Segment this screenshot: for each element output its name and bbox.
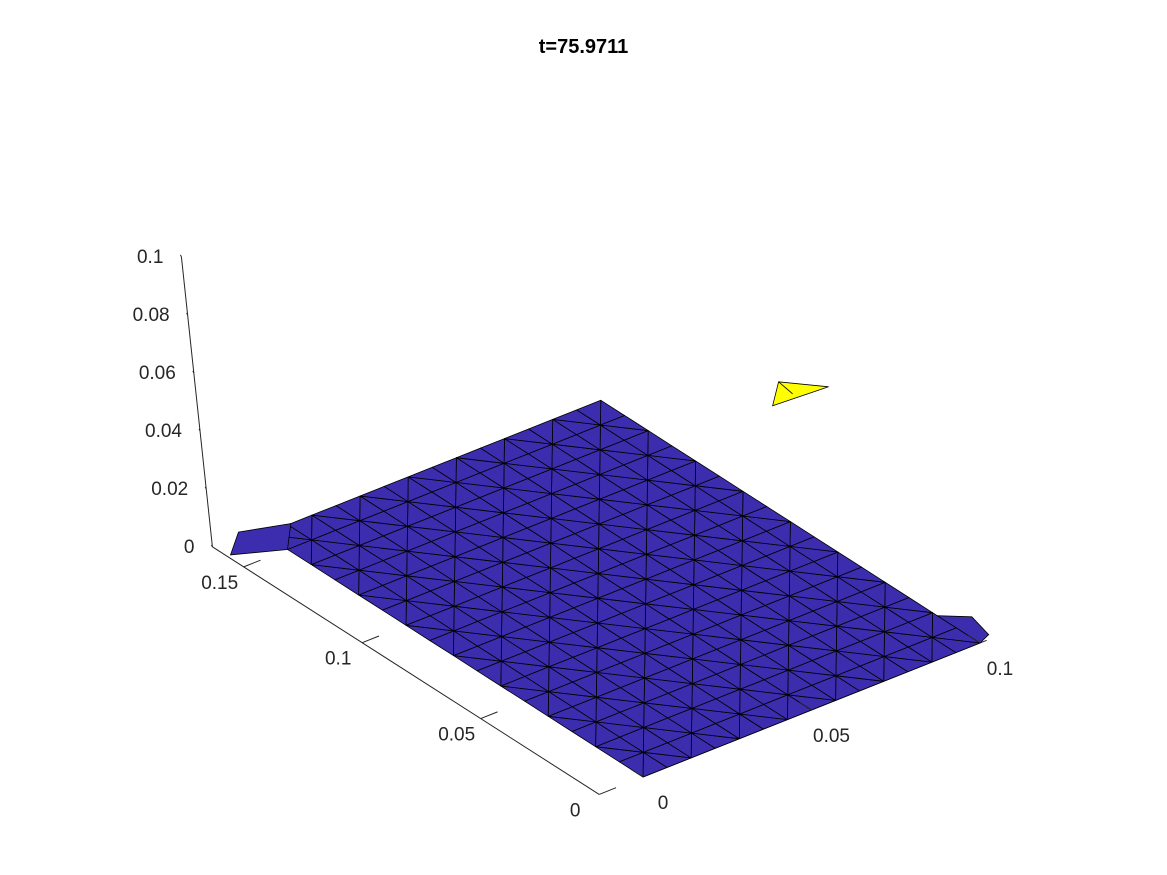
- z-tick-label: 0.02: [151, 479, 188, 500]
- x-tick-label: 0.05: [813, 726, 850, 747]
- y-tick-label: 0.15: [201, 573, 238, 594]
- mesh-triangle: [479, 438, 505, 464]
- y-tick: [243, 559, 261, 568]
- y-tick: [599, 787, 617, 795]
- y-tick-label: 0.1: [325, 649, 351, 670]
- z-tick: [204, 486, 207, 490]
- outlier-edge: [778, 381, 793, 395]
- mesh-triangle: [576, 399, 602, 426]
- y-tick-label: 0.05: [438, 725, 475, 746]
- x-tick-label: 0: [658, 793, 669, 814]
- mesh-triangle: [383, 476, 409, 503]
- z-tick: [192, 370, 195, 374]
- z-tick-label: 0.08: [133, 305, 170, 326]
- surface-mesh: [229, 399, 990, 778]
- z-tick-label: 0: [184, 537, 195, 558]
- y-axis-line: [212, 546, 600, 795]
- mesh-triangle: [335, 495, 361, 522]
- mesh-edge-tab: [229, 523, 292, 556]
- z-axis-line: [180, 256, 213, 547]
- outlier-patch: [772, 381, 829, 407]
- mesh-edge-tab: [935, 615, 990, 644]
- z-tick-label: 0.04: [145, 421, 182, 442]
- y-tick: [480, 711, 498, 720]
- z-tick-label: 0.1: [137, 247, 163, 268]
- y-tick: [362, 635, 380, 644]
- y-tick-label: 0: [570, 800, 581, 821]
- z-tick: [179, 254, 182, 258]
- mesh-triangle: [431, 457, 457, 483]
- x-tick: [630, 768, 644, 778]
- outlier-triangle: [772, 381, 829, 407]
- mesh-triangle: [528, 418, 554, 445]
- z-tick: [198, 428, 201, 432]
- chart-title: t=75.9711: [538, 36, 629, 58]
- z-tick: [210, 544, 213, 548]
- mesh-triangle: [287, 514, 313, 541]
- x-tick-label: 0.1: [987, 659, 1013, 680]
- z-tick: [186, 312, 189, 316]
- tick-labels: 0 0.05 0.1 0 0.05 0.1 0.15 0 0.02 0.04 0.06 0.08 0.1: [133, 247, 1014, 822]
- z-tick-label: 0.06: [139, 363, 176, 384]
- x-tick: [967, 634, 981, 644]
- x-tick: [799, 701, 812, 711]
